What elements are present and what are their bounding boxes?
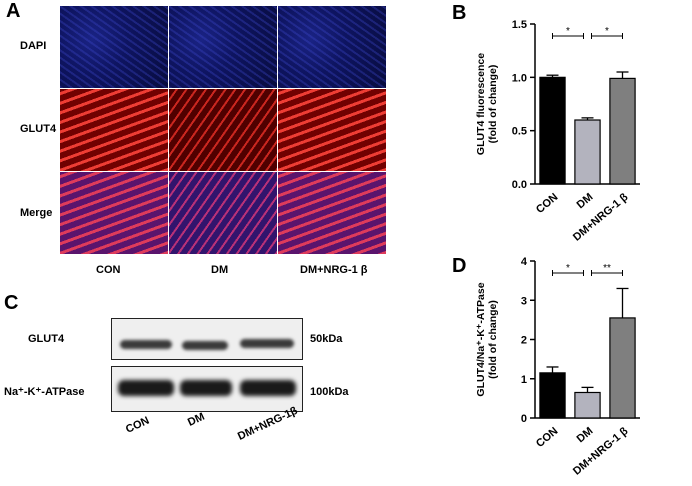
y-tick-label: 1 (521, 374, 527, 386)
y-tick-label: 4 (521, 256, 528, 268)
y-axis-label: GLUT4 fluorescence (475, 53, 487, 155)
bar-1 (539, 76, 566, 185)
row-label-merge: Merge (20, 207, 53, 219)
significance-star: * (566, 26, 570, 37)
y-axis-label: GLUT4/Na⁺-K⁺-ATPase (475, 282, 487, 396)
y-tick-label: 1.0 (512, 72, 527, 84)
x-category-label: DM (575, 191, 596, 211)
y-tick-label: 1.5 (512, 19, 527, 31)
image-merge-nrg (278, 172, 386, 254)
panel-letter-a: A (6, 0, 21, 22)
x-category-label: CON (534, 191, 560, 216)
image-glut4-dm (169, 89, 277, 171)
image-dapi-dm (169, 6, 277, 88)
column-label-nrg: DM+NRG-1 β (300, 264, 368, 276)
row-label-dapi: DAPI (20, 40, 47, 52)
lane-label-con: CON (124, 414, 152, 436)
significance-star: ** (603, 263, 611, 274)
bar-1 (539, 372, 566, 419)
significance-star: * (605, 26, 609, 37)
blot-strip-glut4 (111, 318, 303, 360)
panel-letter-d: D (452, 255, 467, 277)
band-glut4-dm (182, 341, 228, 350)
y-tick-label: 0.0 (512, 179, 527, 191)
blot-label-glut4: GLUT4 (28, 333, 65, 345)
image-dapi-con (60, 6, 168, 88)
x-category-label: CON (534, 425, 560, 450)
y-axis-label: (fold of change) (487, 300, 499, 379)
bar-2 (574, 391, 601, 419)
band-glut4-nrg (240, 339, 294, 348)
band-atpase-nrg (240, 380, 296, 396)
panel-d-bar-chart: 0 1 2 3 4 GLUT4/Na⁺-K⁺-ATPase (fold of change)… (475, 256, 640, 478)
blot-size-glut4: 50kDa (310, 333, 343, 345)
image-dapi-nrg (278, 6, 386, 88)
bar-3 (609, 77, 636, 185)
band-atpase-dm (180, 380, 232, 396)
blot-size-atpase: 100kDa (310, 386, 349, 398)
y-tick-label: 0 (521, 413, 527, 425)
y-tick-label: 0.5 (512, 126, 527, 138)
bar-2 (574, 119, 601, 185)
image-glut4-nrg (278, 89, 386, 171)
panel-letter-b: B (452, 2, 467, 24)
x-category-label: DM (575, 425, 596, 445)
band-atpase-con (118, 380, 174, 396)
blot-strip-atpase (111, 366, 303, 412)
y-tick-label: 3 (521, 295, 527, 307)
image-glut4-con (60, 89, 168, 171)
image-merge-dm (169, 172, 277, 254)
column-label-dm: DM (211, 264, 229, 276)
panel-letter-c: C (4, 292, 19, 314)
panel-b-bar-chart: 0.0 0.5 1.0 1.5 GLUT4 fluorescence (fold of c… (475, 19, 640, 244)
y-axis-label: (fold of change) (487, 65, 499, 144)
bar-3 (609, 317, 636, 419)
image-merge-con (60, 172, 168, 254)
blot-label-atpase: Na⁺-K⁺-ATPase (4, 386, 85, 398)
y-tick-label: 2 (521, 335, 527, 347)
column-label-con: CON (96, 264, 121, 276)
significance-star: * (566, 263, 570, 274)
lane-label-dm: DM (186, 410, 207, 429)
band-glut4-con (120, 340, 172, 349)
row-label-glut4: GLUT4 (20, 123, 57, 135)
